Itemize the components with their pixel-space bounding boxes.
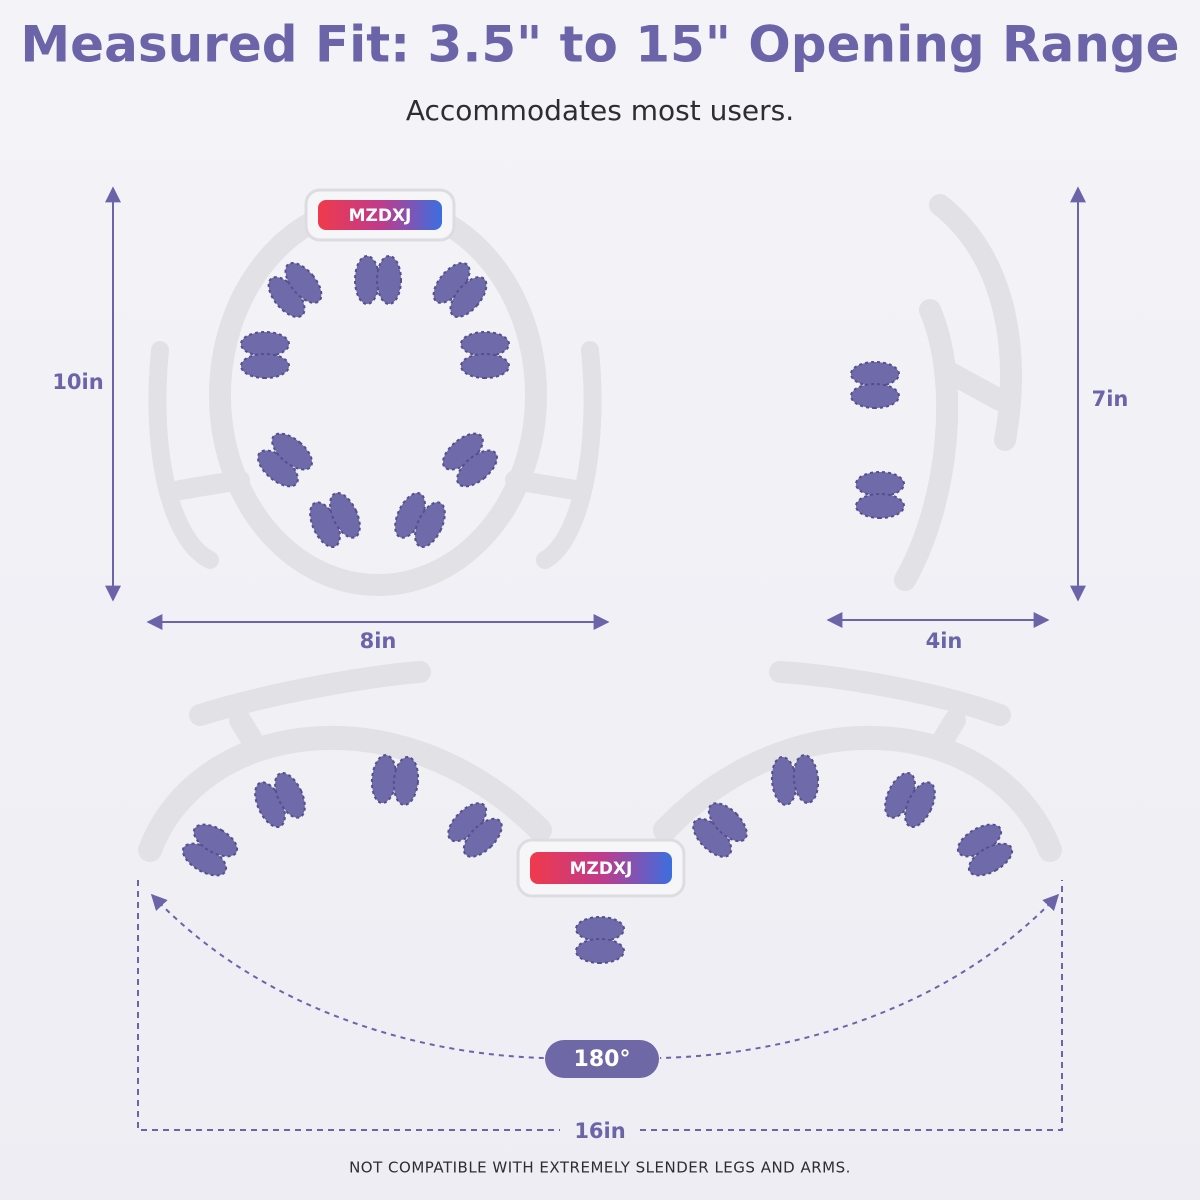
roller <box>370 754 420 806</box>
roller <box>770 754 820 806</box>
open-view: MZDXJ <box>138 661 1062 964</box>
angle-arc <box>659 893 1060 1059</box>
brand-label: MZDXJ <box>349 206 412 226</box>
roller <box>855 471 905 519</box>
width-label: 4in <box>926 629 963 653</box>
side-view <box>850 194 1022 591</box>
roller <box>354 255 402 305</box>
roller <box>884 772 936 828</box>
roller <box>956 823 1014 877</box>
roller <box>432 261 488 319</box>
roller <box>692 802 748 858</box>
angle-badge <box>545 1040 659 1078</box>
roller <box>447 802 503 858</box>
subtitle: Accommodates most users. <box>406 94 794 127</box>
roller <box>256 432 314 488</box>
roller <box>267 261 323 319</box>
angle-label: 180° <box>574 1047 631 1072</box>
footnote: NOT COMPATIBLE WITH EXTREMELY SLENDER LE… <box>349 1159 851 1177</box>
roller <box>240 331 290 379</box>
width-bracket <box>137 880 1063 1131</box>
brand-label: MZDXJ <box>570 859 633 879</box>
width-label: 16in <box>574 1119 625 1143</box>
roller <box>394 492 446 548</box>
roller <box>441 432 499 488</box>
roller <box>575 916 625 964</box>
roller <box>254 772 306 828</box>
roller <box>850 361 900 409</box>
roller <box>309 492 361 548</box>
height-label: 10in <box>52 370 103 394</box>
roller <box>181 823 239 877</box>
title: Measured Fit: 3.5" to 15" Opening Range <box>20 16 1179 74</box>
width-label: 8in <box>360 629 397 653</box>
angle-arc <box>150 893 546 1059</box>
roller <box>460 331 510 379</box>
front-view: MZDXJ <box>148 188 602 596</box>
height-label: 7in <box>1092 387 1129 411</box>
